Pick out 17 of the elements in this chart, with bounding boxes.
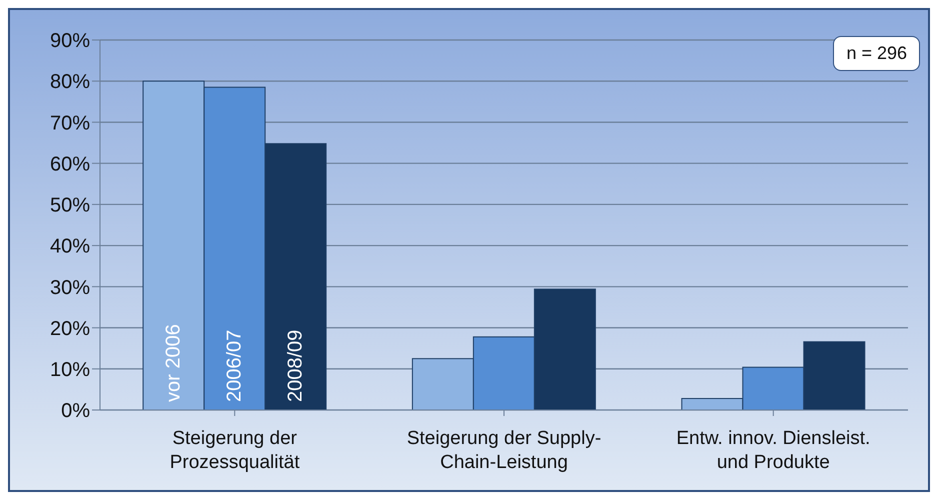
y-tick-label: 20% (50, 318, 90, 340)
y-tick-label: 10% (50, 358, 90, 381)
y-tick-label: 0% (61, 400, 90, 422)
y-tick-label: 40% (50, 236, 90, 258)
y-tick-label: 60% (50, 153, 90, 176)
series-label: 2006/07 (224, 330, 246, 402)
y-tick-label: 70% (50, 112, 90, 134)
series-label: 2008/09 (284, 330, 307, 402)
y-tick-label: 90% (50, 30, 90, 52)
x-tick-label: Steigerung der Prozessqualität (170, 428, 300, 473)
y-tick-label: 30% (50, 276, 90, 299)
annotation: n = 296 (833, 36, 920, 71)
x-tick-label: Entw. innov. Diensleist. und Produkte (676, 428, 870, 473)
y-tick-label: 80% (50, 71, 90, 94)
series-label: vor 2006 (162, 324, 185, 402)
x-tick-label: Steigerung der Supply-Chain-Leistung (406, 428, 602, 473)
y-tick-label: 50% (50, 194, 90, 217)
